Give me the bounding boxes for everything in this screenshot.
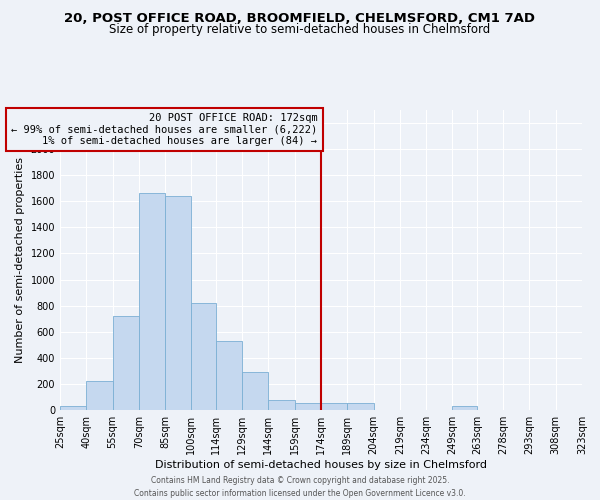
Bar — [60, 406, 86, 410]
Bar — [191, 303, 216, 410]
Bar — [295, 403, 321, 410]
Text: Size of property relative to semi-detached houses in Chelmsford: Size of property relative to semi-detach… — [109, 22, 491, 36]
Bar — [216, 341, 242, 410]
Bar — [268, 400, 295, 410]
Bar — [139, 194, 165, 410]
Text: Contains HM Land Registry data © Crown copyright and database right 2025.
Contai: Contains HM Land Registry data © Crown c… — [134, 476, 466, 498]
Text: 20, POST OFFICE ROAD, BROOMFIELD, CHELMSFORD, CM1 7AD: 20, POST OFFICE ROAD, BROOMFIELD, CHELMS… — [65, 12, 536, 26]
Bar — [452, 406, 477, 410]
Bar — [113, 316, 139, 410]
Bar — [347, 403, 374, 410]
Text: 20 POST OFFICE ROAD: 172sqm
← 99% of semi-detached houses are smaller (6,222)
1%: 20 POST OFFICE ROAD: 172sqm ← 99% of sem… — [11, 113, 317, 146]
X-axis label: Distribution of semi-detached houses by size in Chelmsford: Distribution of semi-detached houses by … — [155, 460, 487, 470]
Bar — [321, 403, 347, 410]
Bar — [165, 196, 191, 410]
Y-axis label: Number of semi-detached properties: Number of semi-detached properties — [15, 157, 25, 363]
Bar — [242, 372, 268, 410]
Bar — [86, 382, 113, 410]
